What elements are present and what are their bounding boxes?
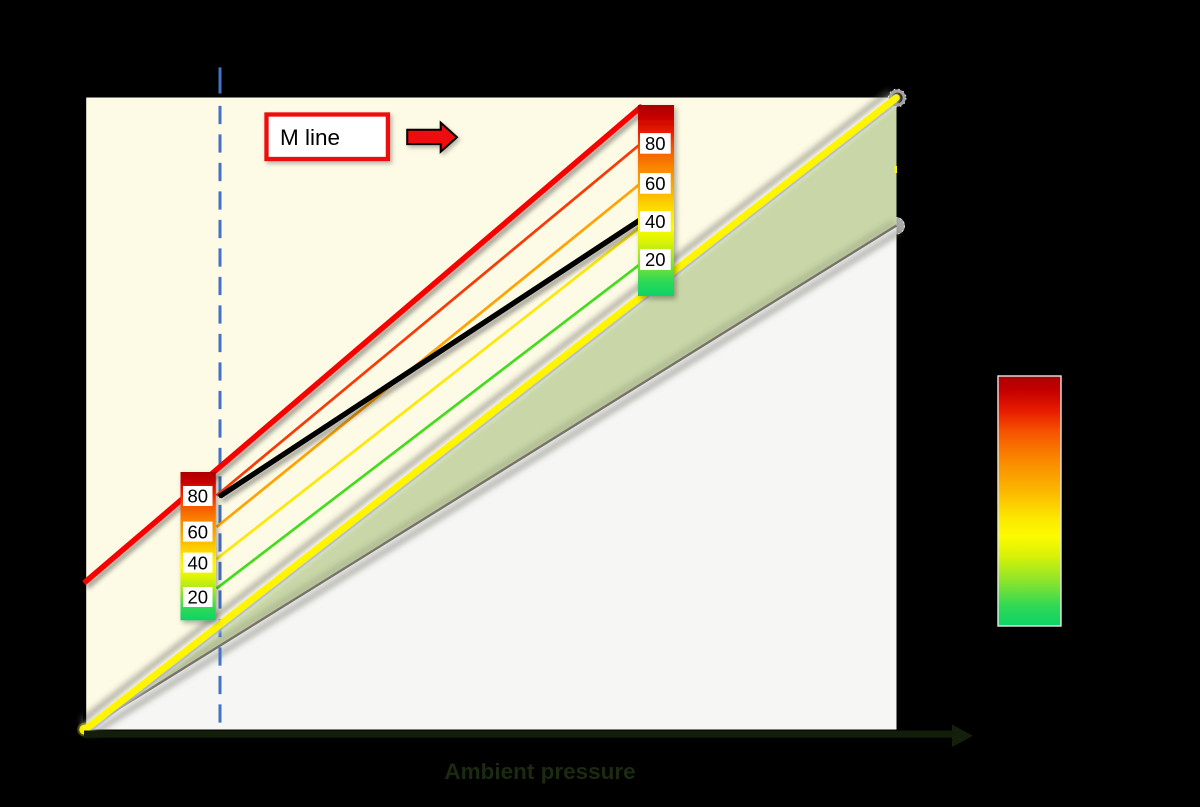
svg-text:60: 60 <box>188 521 209 542</box>
svg-text:40: 40 <box>188 552 209 573</box>
svg-text:Ambient pressure: Ambient pressure <box>444 759 635 784</box>
svg-text:80: 80 <box>188 486 209 507</box>
svg-text:80: 80 <box>645 133 666 154</box>
svg-text:60: 60 <box>645 173 666 194</box>
svg-text:40: 40 <box>645 211 666 232</box>
svg-text:20: 20 <box>645 249 666 270</box>
svg-text:20: 20 <box>188 587 209 608</box>
svg-text:M line: M line <box>280 125 340 150</box>
